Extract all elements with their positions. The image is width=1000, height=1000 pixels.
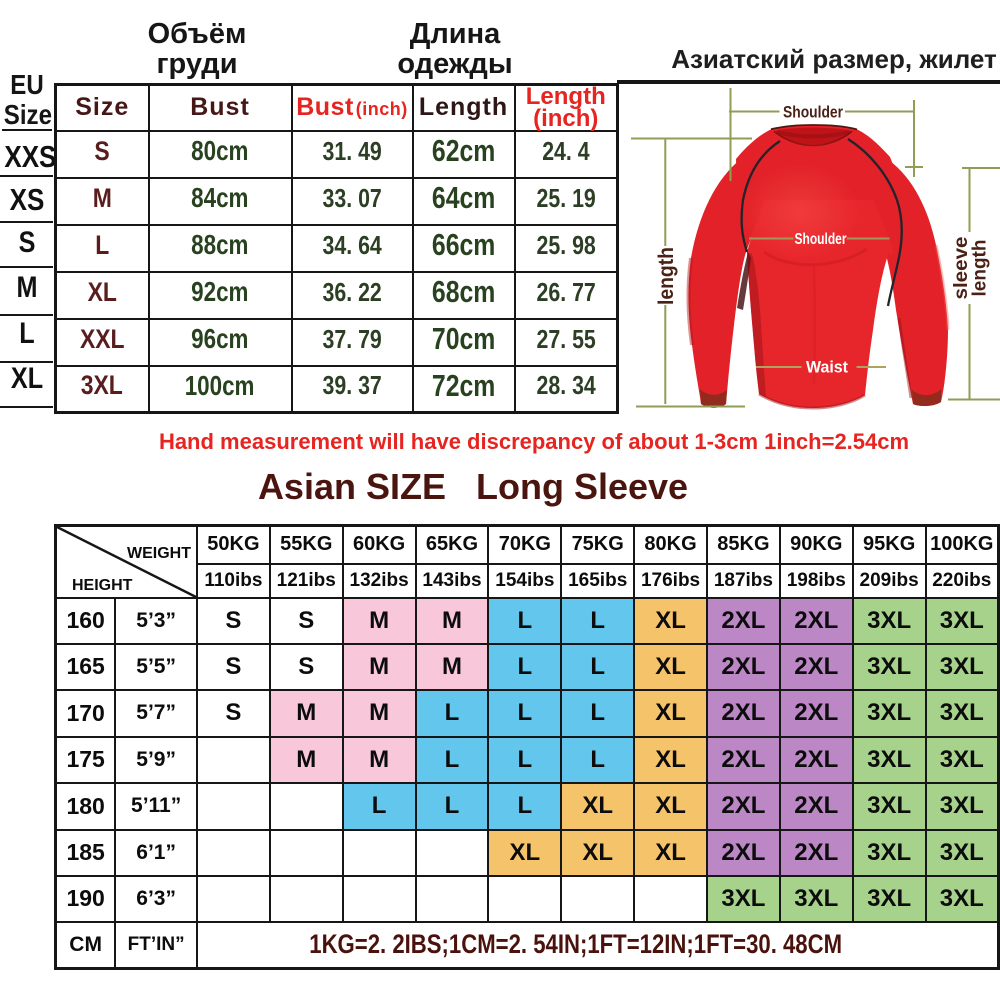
svg-text:Shoulder: Shoulder — [783, 104, 843, 122]
svg-text:Shoulder: Shoulder — [795, 231, 847, 248]
svg-text:length: length — [970, 240, 991, 297]
svg-text:Waist: Waist — [806, 359, 848, 377]
svg-text:HEIGHT: HEIGHT — [72, 577, 133, 594]
svg-text:WEIGHT: WEIGHT — [127, 545, 191, 562]
svg-text:sleeve: sleeve — [951, 237, 972, 300]
svg-text:length: length — [655, 247, 678, 305]
